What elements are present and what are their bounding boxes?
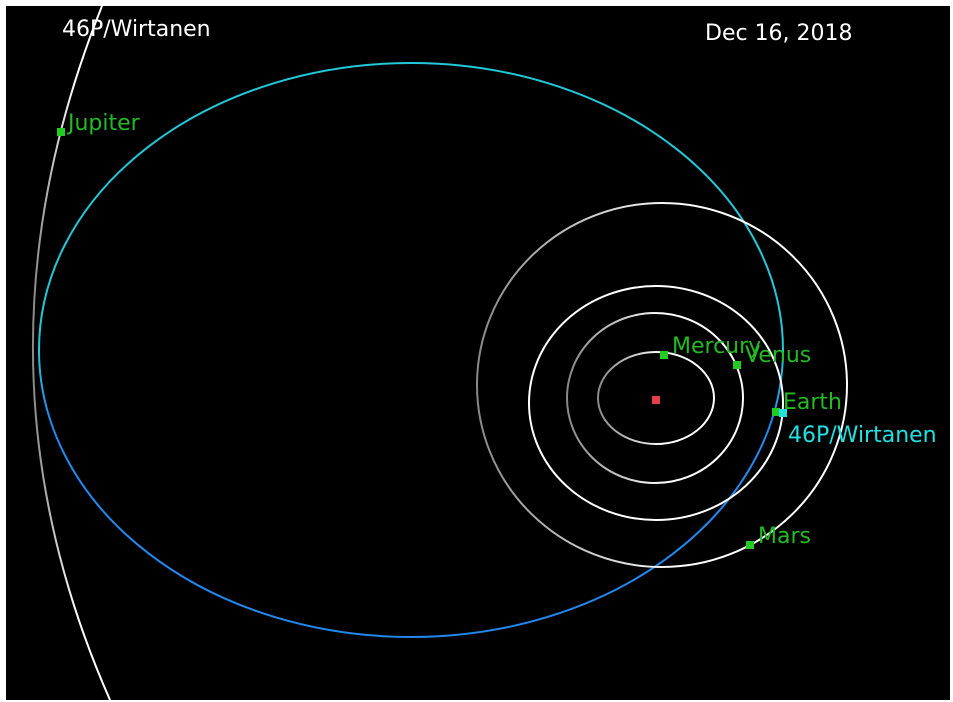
comet-label: 46P/Wirtanen [788, 423, 937, 448]
space-background [6, 6, 950, 700]
earth [772, 408, 780, 416]
mercury [660, 351, 668, 359]
orbits [32, 5, 848, 701]
sun [652, 396, 660, 404]
comet-orbit [38, 62, 784, 638]
jupiter-orbit [32, 5, 111, 701]
venus [733, 361, 741, 369]
mercury-label: Mercury [672, 334, 761, 359]
mercury-orbit [597, 351, 715, 445]
mars-orbit [476, 202, 848, 568]
mars [746, 541, 754, 549]
earth-orbit [528, 285, 784, 521]
title: 46P/Wirtanen [62, 17, 211, 42]
earth-label: Earth [783, 390, 842, 415]
comet [779, 409, 787, 417]
venus-label: Venus [745, 343, 811, 368]
venus-orbit [566, 312, 744, 484]
date: Dec 16, 2018 [705, 21, 853, 46]
mars-label: Mars [758, 524, 811, 549]
jupiter [57, 128, 65, 136]
jupiter-label: Jupiter [66, 111, 141, 136]
